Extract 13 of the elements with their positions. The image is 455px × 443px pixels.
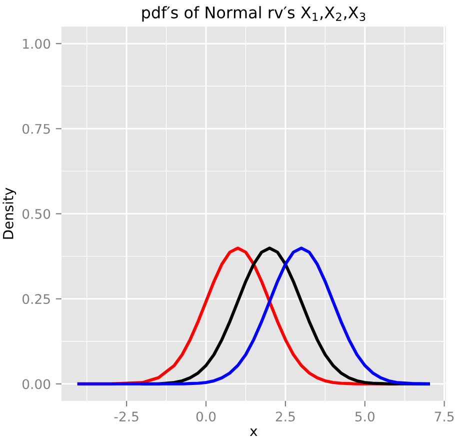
- y-tick-label: 0.75: [22, 124, 50, 134]
- x-tick-label: 2.5: [276, 412, 295, 422]
- x-tick-label: 5.0: [355, 412, 374, 422]
- y-axis-title: Density: [2, 188, 16, 239]
- x-tick-label: -2.5: [114, 412, 138, 422]
- x-tick-label: 0.0: [196, 412, 216, 422]
- y-tick-label: 0.25: [22, 294, 50, 304]
- x-tick-label: 7.5: [434, 412, 454, 422]
- y-tick-label: 0.50: [22, 208, 50, 219]
- y-tick-label: 1.00: [23, 38, 50, 49]
- chart-title: pdf′s of Normal rv′s X$_{1}$,X$_{2}$,X$_{3}$: [142, 6, 366, 22]
- x-axis-title: x: [250, 428, 258, 436]
- y-tick-label: 0.00: [22, 379, 50, 390]
